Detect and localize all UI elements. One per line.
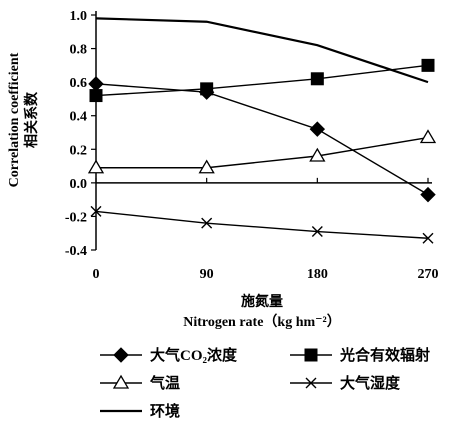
legend-item: 气温 xyxy=(100,374,180,392)
series-4 xyxy=(95,17,429,84)
x-axis-title-en: Nitrogen rate（kg hm⁻²） xyxy=(183,314,341,330)
point-marker xyxy=(419,129,437,144)
y-tick-label: 0.4 xyxy=(70,110,88,125)
series-layer xyxy=(87,17,437,244)
x-tick-label: 270 xyxy=(418,267,439,282)
x-tick-label: 0 xyxy=(93,267,100,282)
point-marker xyxy=(310,72,324,86)
series-line xyxy=(95,17,429,84)
legend-item: 光合有效辐射 xyxy=(290,346,430,364)
point-marker xyxy=(420,186,436,203)
y-tick-label: 0.6 xyxy=(70,76,88,91)
series-line xyxy=(95,64,429,97)
series-2 xyxy=(87,129,437,174)
series-line xyxy=(96,136,429,169)
y-tick-label: 0.2 xyxy=(70,143,88,158)
x-tick-label: 180 xyxy=(307,267,328,282)
y-axis-title-cn: 相关系数 xyxy=(23,91,40,148)
point-marker xyxy=(112,374,130,389)
y-tick-label: -0.2 xyxy=(65,210,87,225)
y-axis-title-en: Correlation coefficient xyxy=(7,52,22,187)
point-marker xyxy=(87,159,105,174)
legend-label: 大气CO₂浓度 xyxy=(150,346,238,364)
y-tick-label: 0.8 xyxy=(70,43,88,58)
axes: 1.0 0.8 0.6 0.4 0.2 0.0 -0.2 -0.4 0 90 180 270 xyxy=(65,9,439,282)
legend-label: 光合有效辐射 xyxy=(339,346,430,364)
series-3 xyxy=(90,205,434,244)
point-marker xyxy=(200,82,214,96)
point-marker xyxy=(421,58,435,72)
legend-item: 环境 xyxy=(100,402,180,420)
series-line xyxy=(95,210,429,239)
point-marker xyxy=(90,205,102,217)
legend-item: 大气CO₂浓度 xyxy=(100,346,238,364)
x-axis-title-cn: 施氮量 xyxy=(241,293,283,310)
x-tick-label: 90 xyxy=(200,267,214,282)
point-marker xyxy=(305,377,317,389)
point-marker xyxy=(88,76,104,92)
series-line xyxy=(95,83,429,196)
point-marker xyxy=(113,347,129,363)
legend-label: 环境 xyxy=(150,402,180,420)
y-tick-label: -0.4 xyxy=(65,244,87,259)
series-1 xyxy=(89,58,435,103)
legend-label: 大气湿度 xyxy=(340,374,401,392)
y-tick-label: 1.0 xyxy=(70,9,88,24)
point-marker xyxy=(89,89,103,103)
point-marker xyxy=(311,226,323,238)
point-marker xyxy=(422,232,434,244)
point-marker xyxy=(201,217,213,229)
point-marker xyxy=(309,147,326,162)
point-marker xyxy=(198,159,215,174)
point-marker xyxy=(309,121,326,137)
y-tick-label: 0.0 xyxy=(70,177,88,192)
legend-item: 大气湿度 xyxy=(290,374,401,392)
point-marker xyxy=(304,348,318,362)
legend-label: 气温 xyxy=(149,374,180,392)
